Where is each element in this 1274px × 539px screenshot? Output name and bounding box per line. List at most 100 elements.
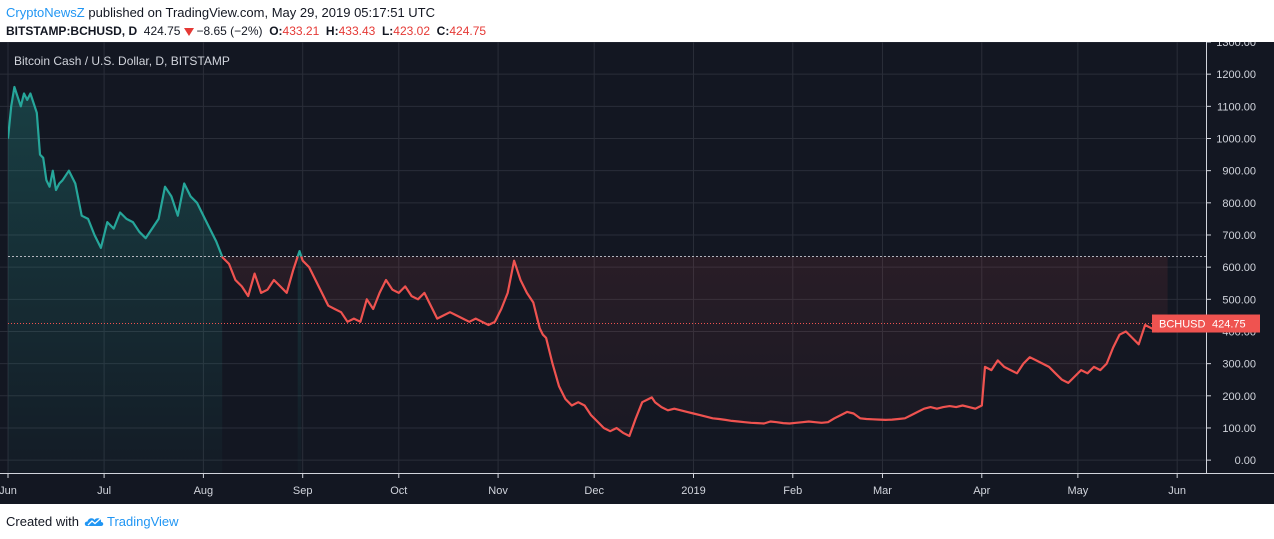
data-point: [545, 337, 547, 339]
data-point: [1022, 363, 1024, 365]
data-point: [814, 421, 816, 423]
data-point: [750, 422, 752, 424]
data-point: [33, 102, 35, 104]
data-point: [17, 96, 19, 98]
data-point: [177, 215, 179, 217]
price-chart[interactable]: 0.00100.00200.00300.00400.00500.00600.00…: [0, 42, 1274, 504]
data-point: [385, 279, 387, 281]
data-point: [660, 406, 663, 408]
y-tick-label: 1300.00: [1216, 42, 1256, 49]
data-point: [539, 327, 541, 329]
data-point: [981, 404, 983, 407]
data-point: [558, 385, 560, 387]
data-point: [241, 285, 243, 287]
data-point: [298, 250, 301, 252]
data-point: [1112, 347, 1114, 349]
data-point: [366, 298, 368, 300]
data-point: [744, 421, 746, 423]
data-point: [417, 298, 419, 300]
data-point: [20, 105, 22, 107]
data-point: [273, 279, 275, 281]
data-point: [513, 260, 515, 262]
data-point: [1035, 359, 1037, 361]
data-point: [36, 112, 38, 114]
data-point: [411, 295, 413, 297]
data-point: [87, 218, 89, 220]
data-point: [840, 414, 842, 416]
data-point: [542, 334, 544, 336]
data-point: [247, 295, 249, 297]
data-point: [673, 408, 675, 410]
data-point: [1138, 343, 1140, 345]
footer: Created with TradingView: [6, 513, 179, 531]
data-point: [228, 263, 230, 265]
data-point: [52, 170, 54, 172]
data-point: [10, 105, 12, 107]
data-point: [929, 406, 932, 408]
data-point: [494, 321, 496, 323]
x-tick-label: Nov: [488, 485, 508, 497]
area-down-fill: [222, 256, 1168, 436]
data-point: [808, 420, 810, 423]
data-point: [292, 269, 294, 271]
series-line-below-baseline: [221, 256, 1169, 438]
data-point: [635, 417, 637, 419]
data-point: [616, 427, 618, 429]
data-point: [724, 419, 727, 421]
change-text: −8.65 (−2%): [196, 24, 263, 38]
data-point: [1144, 324, 1146, 326]
tradingview-link[interactable]: TradingView: [106, 514, 179, 529]
x-tick-label: Sep: [293, 485, 313, 497]
y-tick-label: 600.00: [1222, 262, 1256, 274]
data-point: [449, 311, 451, 313]
data-point: [974, 408, 977, 410]
data-point: [340, 311, 342, 313]
last-price-tag-symbol: BCHUSD: [1159, 319, 1206, 331]
data-point: [590, 414, 592, 416]
data-point: [1074, 375, 1076, 378]
data-point: [222, 256, 224, 259]
data-point: [42, 157, 44, 159]
data-point: [398, 292, 400, 294]
data-point: [462, 318, 464, 320]
data-point: [519, 279, 522, 281]
data-point: [1048, 366, 1050, 368]
data-point: [526, 292, 528, 294]
data-point: [878, 419, 880, 421]
high-label: H:: [325, 24, 339, 38]
data-point: [801, 421, 804, 423]
data-point: [158, 218, 160, 220]
data-point: [436, 318, 438, 320]
x-tick-label: Dec: [584, 485, 604, 497]
data-point: [1054, 372, 1056, 374]
data-point: [1080, 369, 1082, 371]
data-point: [119, 211, 121, 214]
data-point: [1118, 334, 1121, 336]
open-value: 433.21: [282, 24, 320, 38]
data-point: [100, 247, 102, 249]
x-tick-label: Aug: [194, 485, 214, 497]
data-point: [990, 369, 993, 371]
data-point: [145, 237, 147, 239]
data-point: [737, 420, 739, 423]
data-point: [885, 419, 887, 421]
data-points: [8, 86, 1169, 437]
low-label: L:: [381, 24, 394, 38]
publisher-link[interactable]: CryptoNewsZ: [6, 5, 85, 20]
data-point: [846, 411, 848, 413]
data-point: [215, 240, 217, 242]
data-point: [1086, 372, 1089, 374]
y-tick-label: 1200.00: [1216, 69, 1256, 81]
data-point: [164, 186, 166, 188]
data-point: [93, 234, 96, 236]
y-tick-label: 300.00: [1222, 359, 1256, 371]
data-point: [1003, 366, 1005, 368]
data-point: [699, 414, 701, 416]
publish-line: CryptoNewsZ published on TradingView.com…: [6, 4, 1206, 22]
data-point: [138, 231, 140, 233]
data-point: [571, 404, 573, 407]
low-value: 423.02: [393, 24, 430, 38]
x-tick-label: Jun: [1168, 485, 1186, 497]
data-point: [327, 305, 329, 307]
data-point: [151, 228, 153, 230]
